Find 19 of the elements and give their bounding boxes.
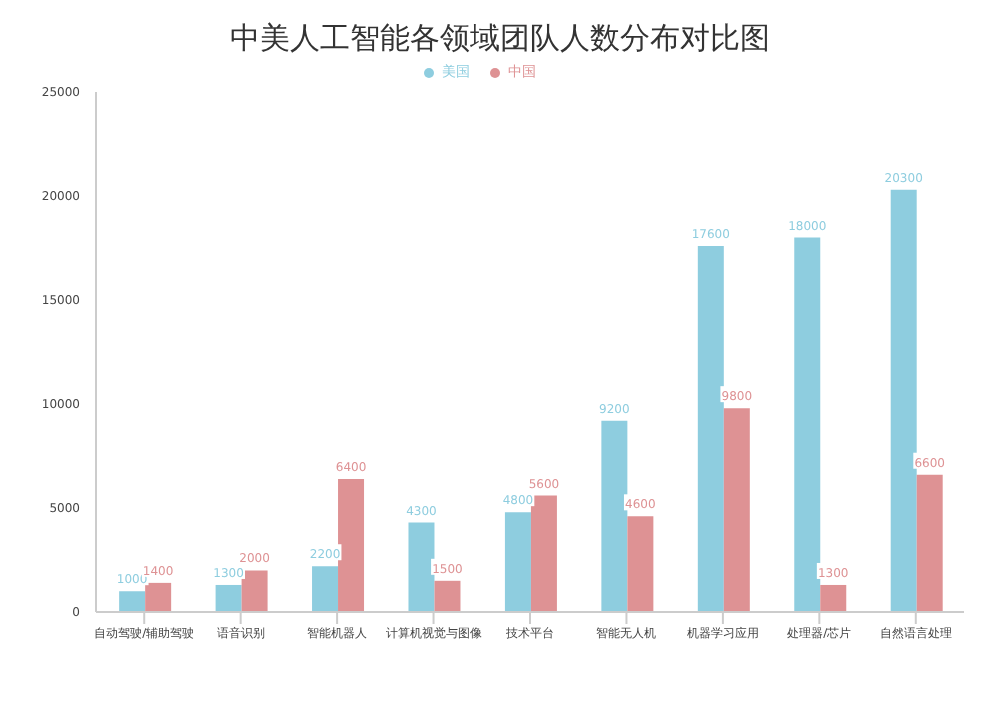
bar — [504, 512, 531, 612]
bar — [119, 591, 146, 612]
bar — [697, 245, 724, 612]
bar — [408, 522, 435, 612]
bar — [601, 420, 628, 612]
bar — [723, 408, 750, 612]
bar — [434, 580, 461, 612]
bar — [241, 570, 268, 612]
bar — [215, 584, 242, 612]
bar — [530, 495, 557, 612]
bar — [890, 189, 917, 612]
bar — [627, 516, 654, 612]
chart-title: 中美人工智能各领域团队人数分布对比图 — [228, 20, 772, 58]
bar — [916, 474, 943, 612]
bar — [145, 582, 172, 612]
bar — [338, 478, 365, 612]
bar — [820, 584, 847, 612]
bar — [794, 237, 821, 612]
bar — [312, 566, 339, 612]
